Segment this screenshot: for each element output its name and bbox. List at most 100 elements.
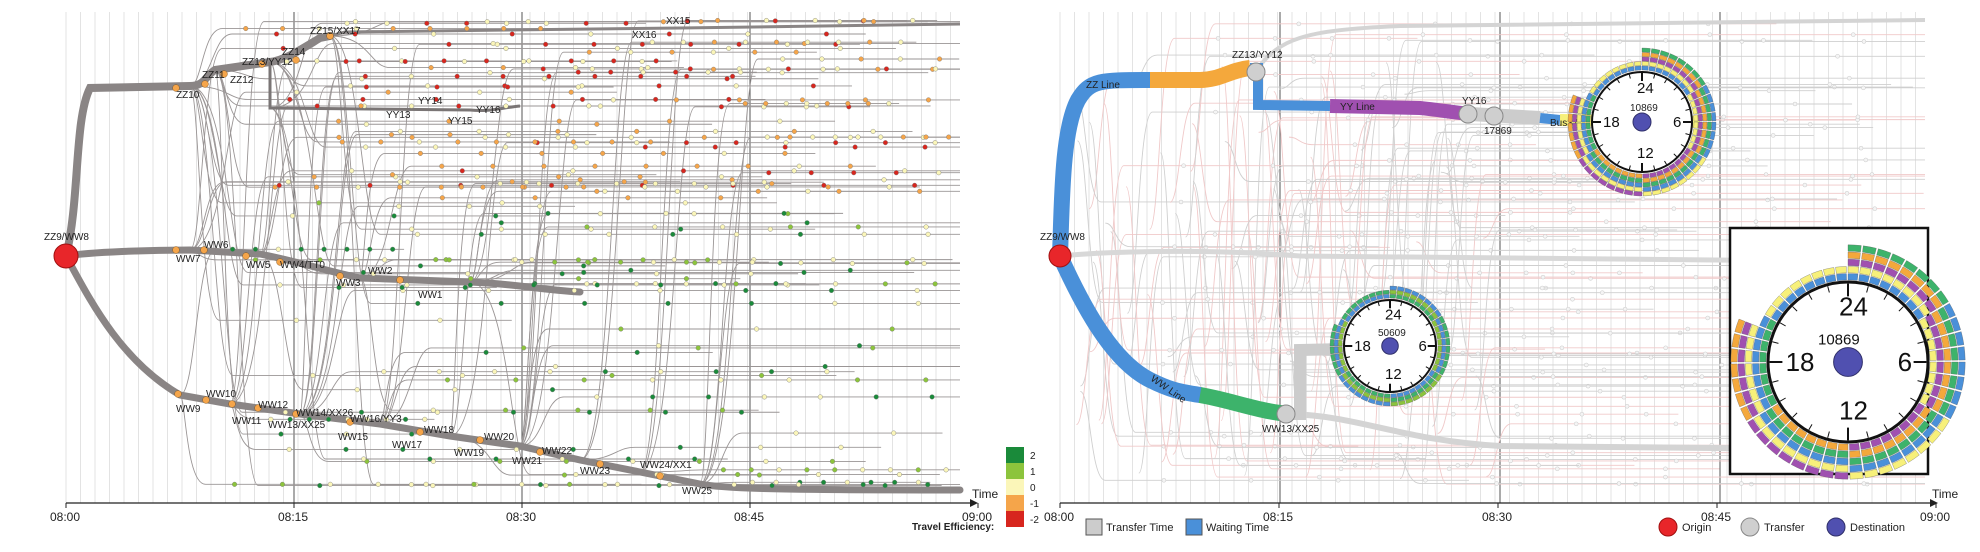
station-dot (924, 378, 929, 383)
station-dot (661, 151, 666, 156)
clock-bar (1836, 266, 1847, 273)
station-dot (501, 74, 506, 79)
faded-dot (1262, 316, 1266, 320)
faded-dot (1541, 370, 1545, 374)
station-dot (571, 140, 576, 145)
station-dot (447, 42, 452, 47)
station-dot (699, 19, 704, 24)
station-dot (603, 482, 608, 487)
station-dot (564, 459, 569, 464)
station-dot (667, 32, 672, 37)
faded-dot (1492, 389, 1496, 393)
station-dot (607, 232, 612, 237)
faded-dot (1508, 143, 1512, 147)
station-dot (777, 468, 782, 473)
station-dot (650, 378, 655, 383)
faded-dot (1851, 33, 1855, 37)
station-dot (720, 225, 725, 230)
station-dot (933, 140, 938, 145)
clock-bar (1390, 294, 1396, 298)
clock-bar (1577, 123, 1582, 130)
station-dot (666, 301, 671, 306)
station-dot (774, 281, 779, 286)
key-station-dot (397, 277, 404, 284)
clock-bar (1642, 57, 1649, 61)
station-dot (756, 189, 761, 194)
station-dot (656, 343, 661, 348)
station-dot (506, 132, 511, 137)
ww-line-segment (1060, 256, 1200, 395)
station-dot (556, 129, 561, 134)
clock-bar (1941, 335, 1950, 347)
faded-dot (1387, 36, 1391, 40)
station-dot (719, 378, 724, 383)
station-dot (595, 122, 600, 127)
faded-dot (1587, 434, 1591, 438)
clock-bar (1958, 347, 1965, 360)
faded-dot (1274, 73, 1278, 77)
faded-dot (1598, 389, 1602, 393)
station-dot (831, 257, 836, 262)
faded-dot (1206, 297, 1210, 301)
station-dot (431, 32, 436, 37)
clock-number: 12 (1839, 396, 1868, 426)
faded-dot (1650, 286, 1654, 290)
station-dot (615, 482, 620, 487)
faded-dot (1353, 143, 1357, 147)
faded-dot (1847, 76, 1851, 80)
station-dot (809, 170, 814, 175)
station-label: WW11 (232, 416, 262, 427)
faded-dot (1864, 158, 1868, 162)
faded-dot (1694, 370, 1698, 374)
faded-dot (1299, 214, 1303, 218)
faded-dot (1216, 36, 1220, 40)
clock-bar (1642, 48, 1650, 52)
clock-bar (1698, 122, 1702, 129)
station-dot (495, 42, 500, 47)
station-dot (589, 227, 594, 232)
faded-dot (1621, 436, 1625, 440)
station-dot (477, 129, 482, 134)
clock-bar (1848, 274, 1858, 281)
station-dot (684, 140, 689, 145)
clock-bar (1330, 339, 1334, 346)
station-dot (459, 185, 464, 190)
station-dot (672, 257, 677, 262)
station-dot (735, 472, 740, 477)
destination-marker (1633, 113, 1651, 131)
station-dot (678, 227, 683, 232)
faded-dot (1421, 33, 1425, 37)
faded-dot (1507, 232, 1511, 236)
faded-dot (1474, 234, 1478, 238)
station-dot (910, 257, 915, 262)
faded-dot (1540, 53, 1544, 57)
faded-dot (1572, 248, 1576, 252)
clock-bar (1951, 362, 1958, 374)
station-dot (403, 59, 408, 64)
station-dot (294, 90, 299, 95)
station-dot (455, 74, 460, 79)
station-dot (778, 261, 783, 266)
station-dot (598, 211, 603, 216)
station-label: YY15 (448, 116, 473, 127)
station-dot (611, 59, 616, 64)
faded-dot (1541, 275, 1545, 279)
faded-dot (1562, 95, 1566, 99)
station-dot (398, 129, 403, 134)
clock-bar (1848, 245, 1861, 252)
station-dot (653, 281, 658, 286)
clock-id: 10869 (1630, 103, 1658, 114)
station-dot (855, 378, 860, 383)
faded-dot (1162, 478, 1166, 482)
station-dot (833, 135, 838, 140)
clock-bar (1442, 346, 1446, 352)
station-dot (619, 327, 624, 332)
station-dot (415, 232, 420, 237)
clock-number: 12 (1637, 145, 1654, 162)
clock-bar (1442, 339, 1446, 345)
station-dot (544, 483, 549, 488)
faded-dot (1295, 331, 1299, 335)
faded-dot (1692, 436, 1696, 440)
station-dot (743, 288, 748, 293)
clock-bar (1702, 114, 1707, 121)
